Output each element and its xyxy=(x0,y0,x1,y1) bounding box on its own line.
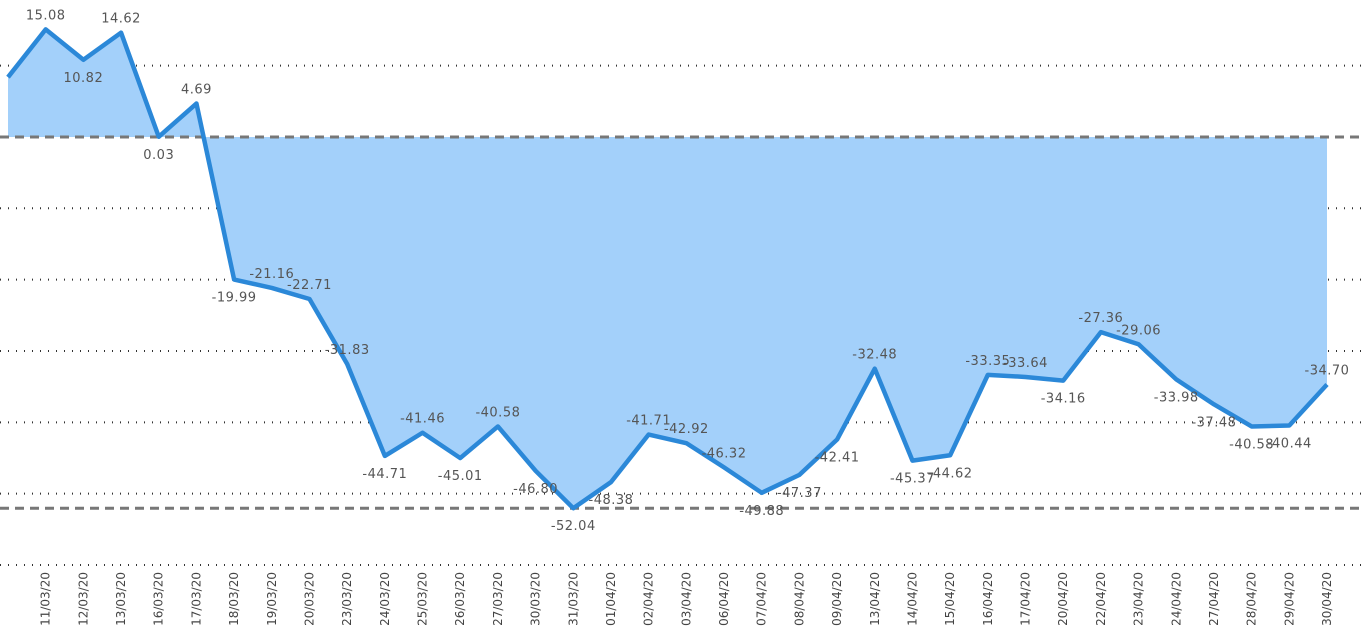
x-tick-label: 11/03/20 xyxy=(39,572,53,626)
area xyxy=(8,29,1327,509)
x-tick-label: 06/04/20 xyxy=(717,572,731,626)
line xyxy=(6,27,1329,511)
data-label: -37.48 xyxy=(1191,415,1236,430)
data-label: -32.48 xyxy=(852,348,897,363)
data-label: 14.62 xyxy=(101,12,141,27)
data-label: -44.62 xyxy=(928,466,973,481)
x-tick-label: 20/03/20 xyxy=(302,572,316,626)
x-tick-label: 16/04/20 xyxy=(981,572,995,626)
x-tick-label: 01/04/20 xyxy=(604,572,618,626)
data-label: -33.64 xyxy=(1003,356,1048,371)
x-tick-label: 27/04/20 xyxy=(1207,572,1221,626)
x-tick-label: 30/04/20 xyxy=(1320,572,1334,626)
x-tick-label: 26/03/20 xyxy=(453,572,467,626)
x-tick-label: 17/04/20 xyxy=(1019,572,1033,626)
data-label: -46.80 xyxy=(513,482,558,497)
data-label: -42.41 xyxy=(815,451,860,466)
data-label: 4.69 xyxy=(181,83,212,98)
x-tick-label: 15/04/20 xyxy=(943,572,957,626)
data-label: -44.71 xyxy=(362,467,407,482)
x-tick-label: 30/03/20 xyxy=(529,572,543,626)
x-tick-label: 19/03/20 xyxy=(265,572,279,626)
x-tick-label: 28/04/20 xyxy=(1245,572,1259,626)
data-label: -47.37 xyxy=(777,486,822,501)
x-tick-label: 13/03/20 xyxy=(114,572,128,626)
data-label: -19.99 xyxy=(212,291,257,306)
data-label: -33.35 xyxy=(965,354,1010,369)
data-label: -42.92 xyxy=(664,422,709,437)
x-tick-label: 17/03/20 xyxy=(189,572,203,626)
x-tick-label: 09/04/20 xyxy=(830,572,844,626)
data-label: -34.70 xyxy=(1305,364,1350,379)
data-label: -33.98 xyxy=(1154,390,1199,405)
x-tick-label: 08/04/20 xyxy=(792,572,806,626)
x-tick-label: 24/04/20 xyxy=(1169,572,1183,626)
data-label: 15.08 xyxy=(26,8,66,23)
x-tick-label: 13/04/20 xyxy=(868,572,882,626)
data-label: -29.06 xyxy=(1116,323,1161,338)
data-label: -31.83 xyxy=(325,343,370,358)
x-tick-label: 24/03/20 xyxy=(378,572,392,626)
data-label: -34.16 xyxy=(1041,392,1086,407)
x-tick-label: 20/04/20 xyxy=(1056,572,1070,626)
data-label: -41.46 xyxy=(400,412,445,427)
x-tick-label: 14/04/20 xyxy=(905,572,919,626)
x-tick-label: 23/04/20 xyxy=(1132,572,1146,626)
data-label: -46.32 xyxy=(702,446,747,461)
x-tick-label: 18/03/20 xyxy=(227,572,241,626)
data-label: -48.38 xyxy=(589,493,634,508)
x-tick-label: 16/03/20 xyxy=(152,572,166,626)
data-label: -40.58 xyxy=(475,405,520,420)
x-tick-label: 25/03/20 xyxy=(416,572,430,626)
data-label: 0.03 xyxy=(143,148,174,163)
x-tick-label: 29/04/20 xyxy=(1282,572,1296,626)
data-label: -45.01 xyxy=(438,469,483,484)
data-label: -41.71 xyxy=(626,414,671,429)
data-label: -52.04 xyxy=(551,519,596,534)
x-tick-label: 12/03/20 xyxy=(76,572,90,626)
data-label: -27.36 xyxy=(1078,311,1123,326)
data-label: -45.37 xyxy=(890,472,935,487)
x-tick-label: 07/04/20 xyxy=(755,572,769,626)
x-tick-label: 31/03/20 xyxy=(566,572,580,626)
data-label: -21.16 xyxy=(249,267,294,282)
data-label: 10.82 xyxy=(64,71,104,86)
x-tick-label: 23/03/20 xyxy=(340,572,354,626)
data-label: -22.71 xyxy=(287,278,332,293)
x-tick-label: 03/04/20 xyxy=(679,572,693,626)
x-tick-label: 02/04/20 xyxy=(642,572,656,626)
data-label: -49.88 xyxy=(739,504,784,519)
data-label: -40.44 xyxy=(1267,436,1312,451)
data-label: -40.58 xyxy=(1229,437,1274,452)
x-tick-label: 27/03/20 xyxy=(491,572,505,626)
x-tick-label: 22/04/20 xyxy=(1094,572,1108,626)
